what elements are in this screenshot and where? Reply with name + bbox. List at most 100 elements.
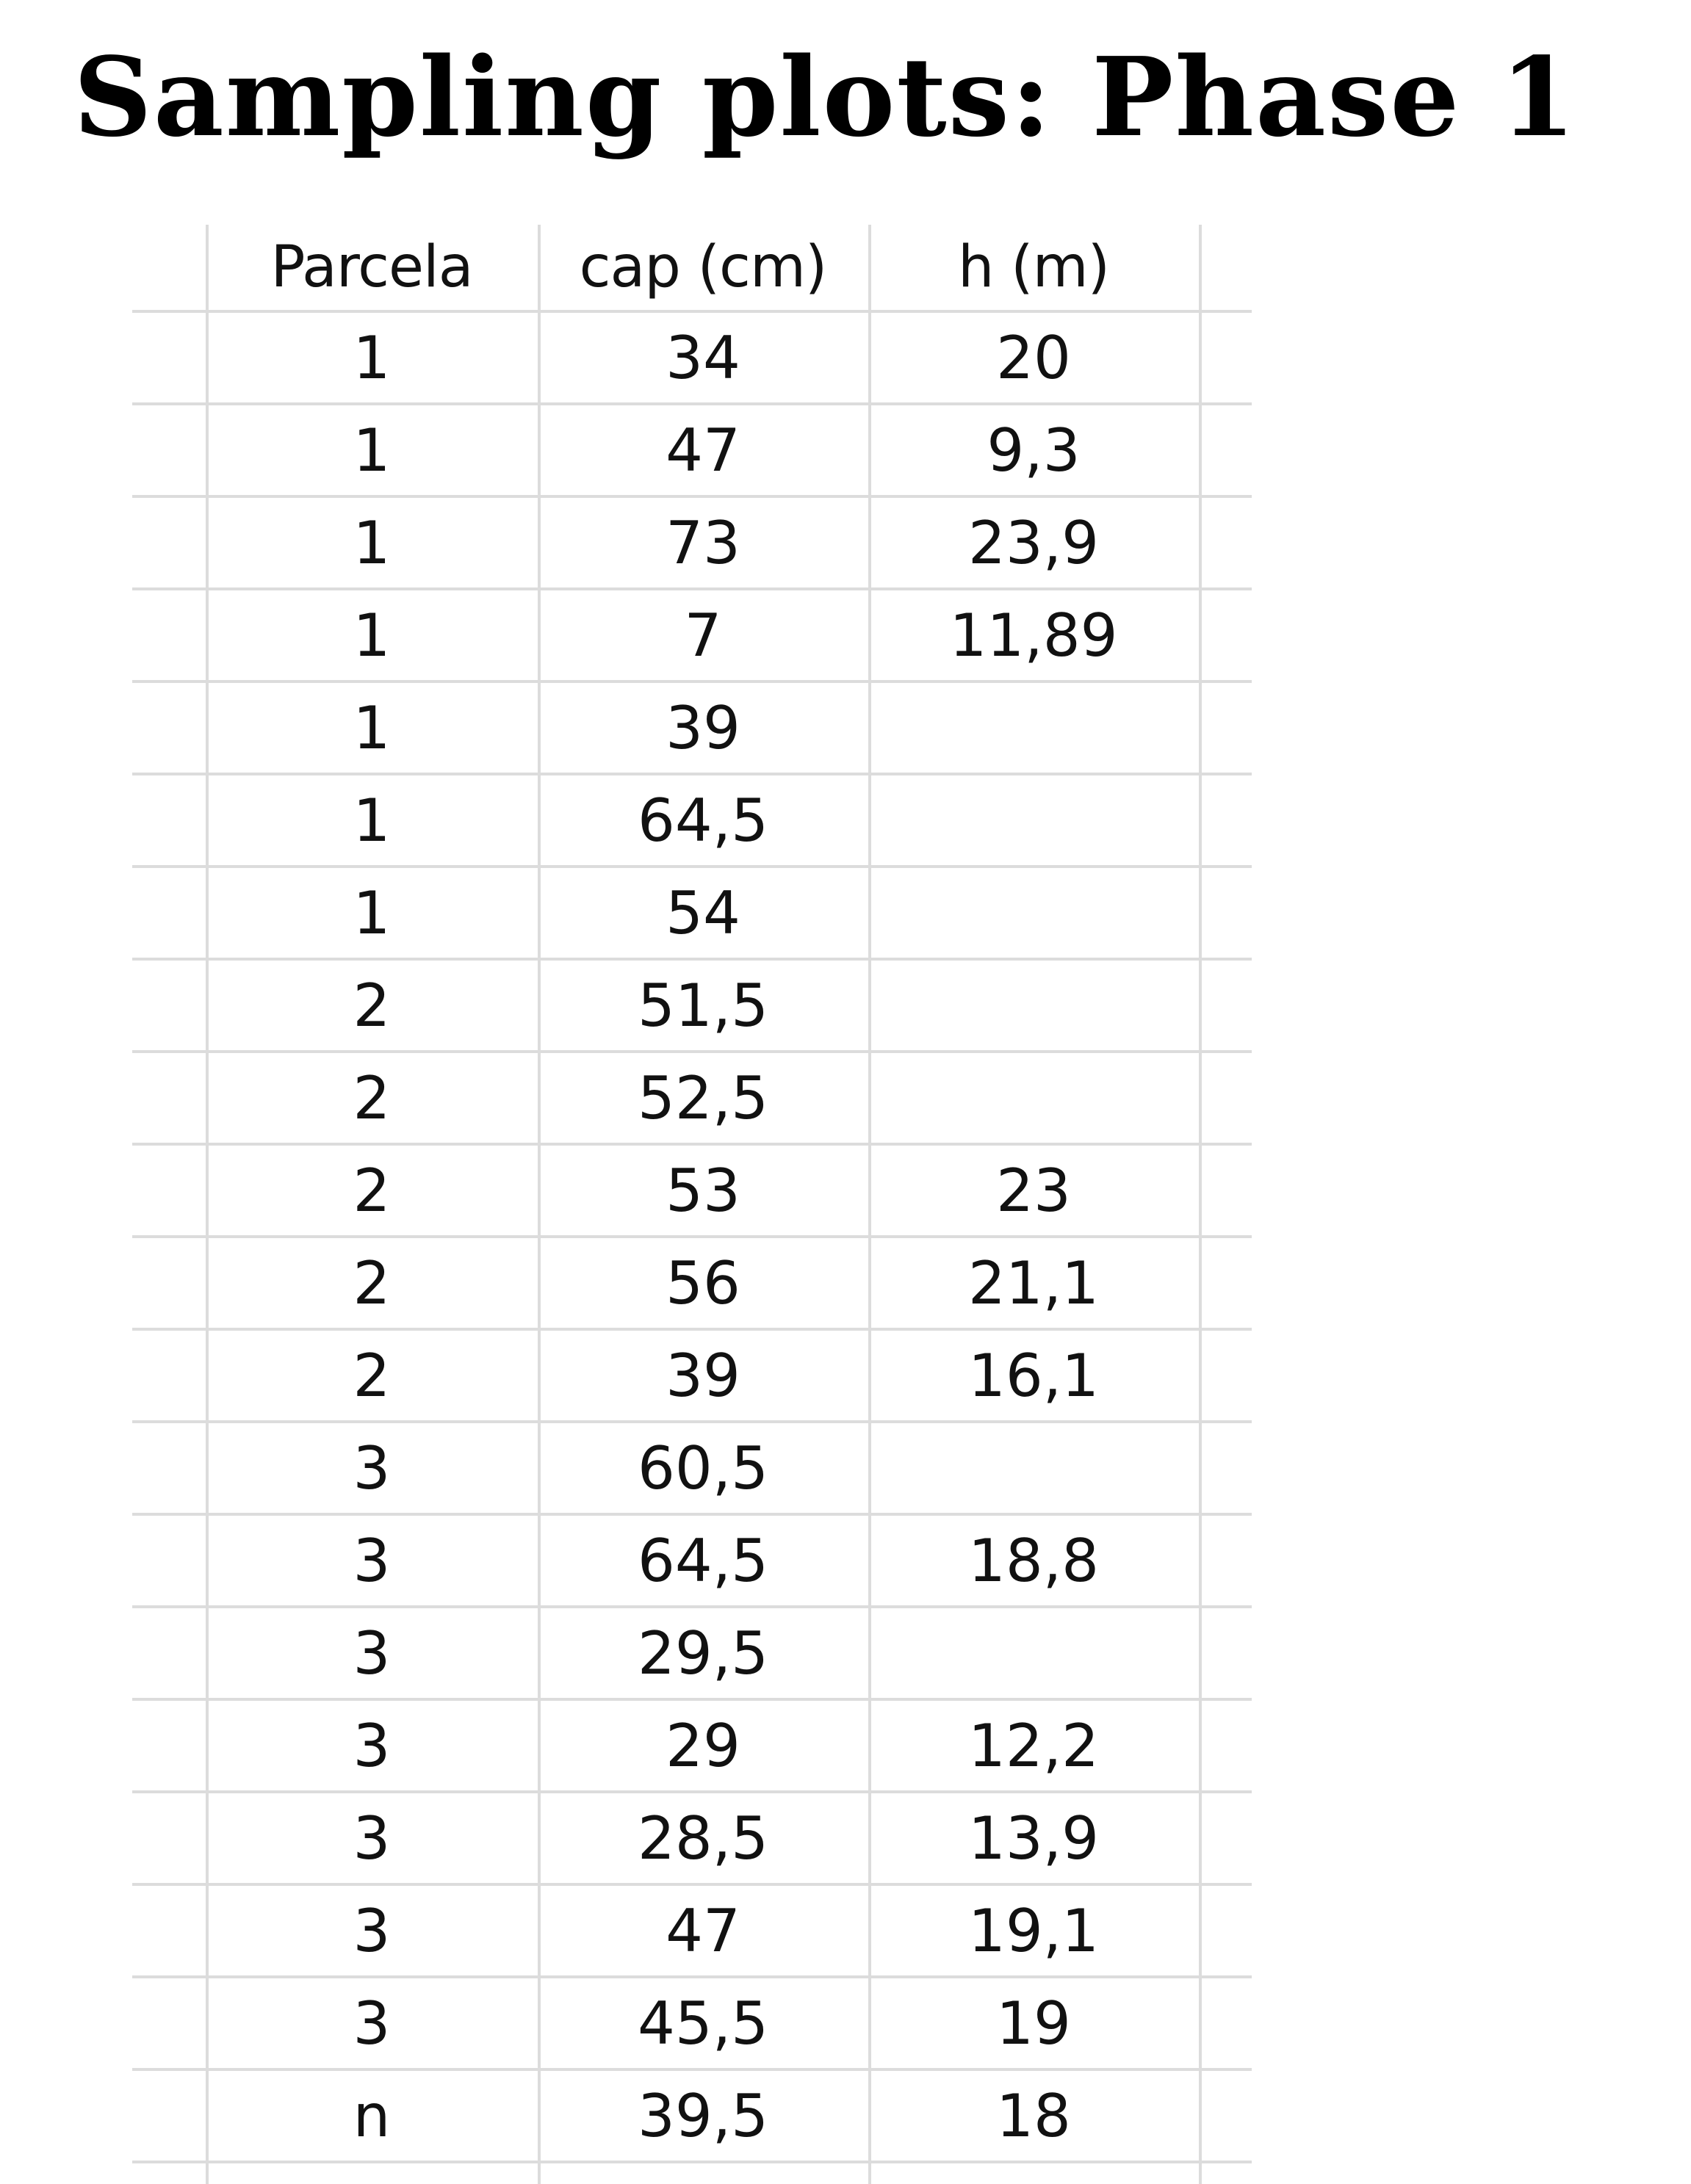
table-row: 1 73 23,9 <box>132 496 1252 590</box>
row-spacer <box>1199 1977 1252 2071</box>
height-cell: 21,1 <box>868 1237 1199 1331</box>
grid-line <box>1199 225 1202 2184</box>
row-spacer <box>132 1329 206 1423</box>
height-cell: 16,1 <box>868 1329 1199 1423</box>
cap-cell: 64,5 <box>538 1514 868 1608</box>
parcela-cell: 1 <box>206 496 538 590</box>
parcela-cell: 2 <box>206 959 538 1053</box>
cap-cell: 64,5 <box>538 774 868 868</box>
height-cell: 23,9 <box>868 496 1199 590</box>
cap-cell: 60,5 <box>538 1422 868 1516</box>
parcela-cell: 3 <box>206 1607 538 1701</box>
height-cell <box>868 1422 1199 1516</box>
height-cell: 11,89 <box>868 589 1199 683</box>
table-row: 3 29 12,2 <box>132 1699 1252 1793</box>
row-spacer <box>132 496 206 590</box>
height-cell <box>868 1052 1199 1146</box>
cap-cell: 53 <box>538 1144 868 1238</box>
table-row: 3 64,5 18,8 <box>132 1514 1252 1608</box>
height-cell <box>868 681 1199 775</box>
table-row: 3 28,5 13,9 <box>132 1792 1252 1886</box>
height-cell: 13,9 <box>868 1792 1199 1886</box>
parcela-cell: 3 <box>206 1977 538 2071</box>
row-spacer <box>1199 404 1252 498</box>
table-row: 2 56 21,1 <box>132 1237 1252 1331</box>
cap-cell: 29 <box>538 1699 868 1793</box>
table-row: 3 29,5 <box>132 1607 1252 1701</box>
row-spacer <box>1199 1607 1252 1701</box>
row-spacer <box>132 1699 206 1793</box>
cap-cell: 47 <box>538 404 868 498</box>
table-row: 1 39 <box>132 681 1252 775</box>
cap-cell: 54 <box>538 867 868 961</box>
table-row: 2 51,5 <box>132 959 1252 1053</box>
row-spacer <box>132 2069 206 2163</box>
column-header-cap: cap (cm) <box>538 225 868 313</box>
row-spacer <box>132 1422 206 1516</box>
height-cell: 9,3 <box>868 404 1199 498</box>
row-spacer <box>132 774 206 868</box>
parcela-cell: 3 <box>206 1792 538 1886</box>
grid-line <box>868 225 871 2184</box>
column-header-parcela: Parcela <box>206 225 538 313</box>
table-header-row: Parcela cap (cm) h (m) <box>132 225 1252 313</box>
parcela-cell: 1 <box>206 867 538 961</box>
row-spacer <box>1199 867 1252 961</box>
cap-cell: 34 <box>538 311 868 405</box>
row-spacer <box>1199 1237 1252 1331</box>
row-spacer <box>1199 1144 1252 1238</box>
parcela-cell: 1 <box>206 404 538 498</box>
parcela-cell: 1 <box>206 311 538 405</box>
table-row: 1 64,5 <box>132 774 1252 868</box>
table-row: n 39,5 18 <box>132 2069 1252 2163</box>
row-spacer <box>1199 589 1252 683</box>
sampling-table-container: Parcela cap (cm) h (m) 1 34 20 1 47 9,3 1 73 23,… <box>132 225 1252 2184</box>
header-spacer <box>1199 225 1252 313</box>
table-row: 2 52,5 <box>132 1052 1252 1146</box>
row-spacer <box>132 1607 206 1701</box>
row-spacer <box>132 1514 206 1608</box>
row-spacer <box>132 867 206 961</box>
page-title: Sampling plots: Phase 1 <box>73 33 1577 161</box>
parcela-cell: 3 <box>206 1514 538 1608</box>
row-spacer <box>1199 1052 1252 1146</box>
row-spacer <box>1199 311 1252 405</box>
height-cell: 18 <box>868 2069 1199 2163</box>
table-row: 3 47 19,1 <box>132 1884 1252 1978</box>
cap-cell: 45,5 <box>538 1977 868 2071</box>
parcela-cell: 3 <box>206 1422 538 1516</box>
row-spacer <box>1199 1422 1252 1516</box>
cap-cell: 29,5 <box>538 1607 868 1701</box>
table-row: 2 53 23 <box>132 1144 1252 1238</box>
parcela-cell: 1 <box>206 681 538 775</box>
sampling-table: Parcela cap (cm) h (m) 1 34 20 1 47 9,3 1 73 23,… <box>132 225 1252 2163</box>
row-spacer <box>132 1977 206 2071</box>
row-spacer <box>1199 1884 1252 1978</box>
cap-cell: 7 <box>538 589 868 683</box>
table-body: 1 34 20 1 47 9,3 1 73 23,9 1 7 11,89 1 39 1 64,5 1 54 2 51,… <box>132 311 1252 2163</box>
height-cell: 20 <box>868 311 1199 405</box>
parcela-cell: 2 <box>206 1237 538 1331</box>
table-row: 1 54 <box>132 867 1252 961</box>
row-spacer <box>132 1884 206 1978</box>
parcela-cell: 3 <box>206 1884 538 1978</box>
cap-cell: 52,5 <box>538 1052 868 1146</box>
row-spacer <box>1199 681 1252 775</box>
header-spacer <box>132 225 206 313</box>
row-spacer <box>132 404 206 498</box>
height-cell: 18,8 <box>868 1514 1199 1608</box>
cap-cell: 73 <box>538 496 868 590</box>
height-cell <box>868 867 1199 961</box>
height-cell <box>868 774 1199 868</box>
parcela-cell: 1 <box>206 589 538 683</box>
row-spacer <box>1199 1699 1252 1793</box>
row-spacer <box>1199 1514 1252 1608</box>
row-spacer <box>1199 1792 1252 1886</box>
parcela-cell: n <box>206 2069 538 2163</box>
row-spacer <box>1199 1329 1252 1423</box>
row-spacer <box>132 1792 206 1886</box>
height-cell: 19 <box>868 1977 1199 2071</box>
cap-cell: 51,5 <box>538 959 868 1053</box>
table-row: 1 7 11,89 <box>132 589 1252 683</box>
table-row: 2 39 16,1 <box>132 1329 1252 1423</box>
